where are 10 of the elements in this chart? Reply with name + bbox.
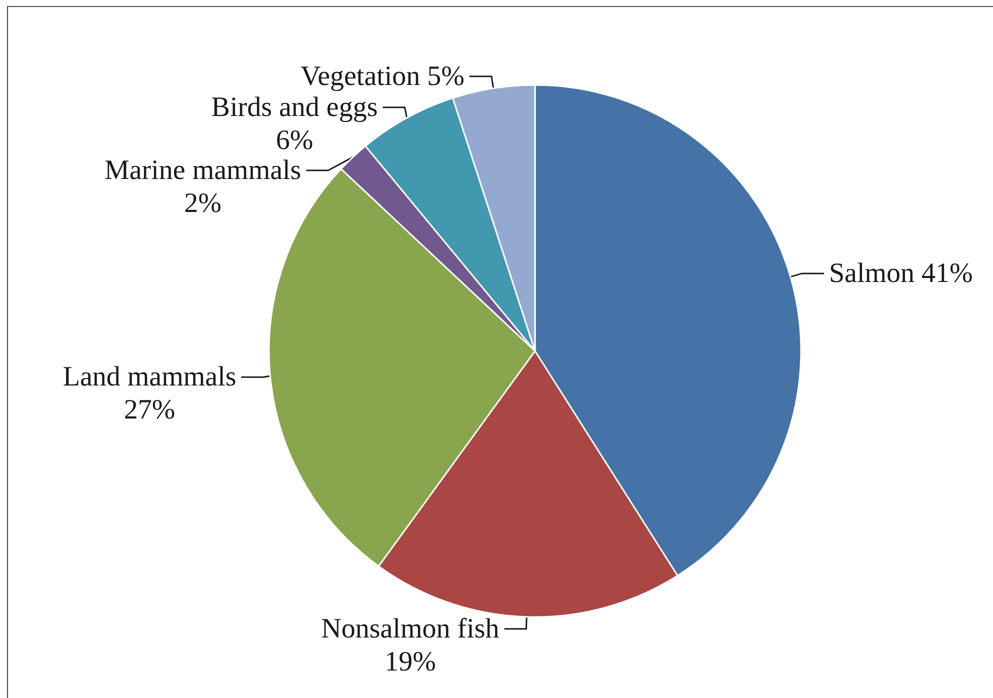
- slice-label: Vegetation 5%: [300, 60, 465, 92]
- slice-label: Nonsalmon fish: [321, 613, 500, 644]
- data-label: 27%: [124, 394, 176, 426]
- slice-label: Salmon 41%: [828, 258, 973, 289]
- slice-label: Birds and eggs: [211, 92, 378, 123]
- data-label: 19%: [384, 646, 436, 678]
- data-label: 2%: [184, 188, 222, 219]
- slice-label: Marine mammals: [104, 154, 302, 186]
- slice-label: Land mammals: [62, 362, 236, 393]
- data-label: 6%: [276, 124, 314, 156]
